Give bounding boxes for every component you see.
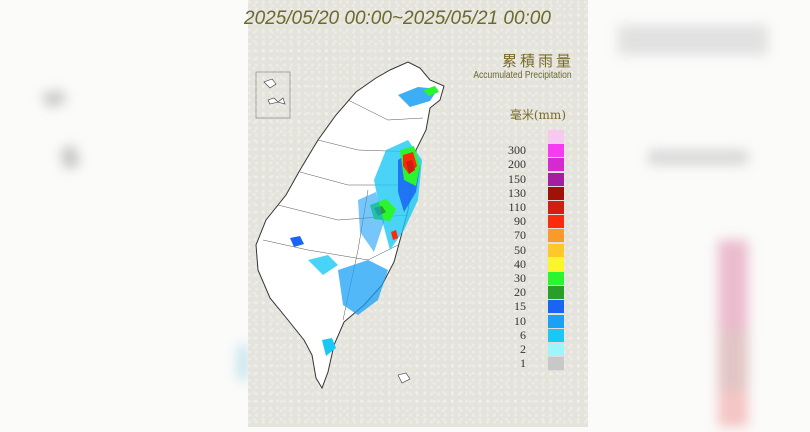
legend-swatch <box>548 300 564 315</box>
legend-swatch <box>548 172 564 187</box>
legend-swatch <box>548 215 564 230</box>
legend-swatch <box>548 272 564 286</box>
legend-swatch <box>548 257 564 272</box>
legend-label: 1 <box>520 356 526 371</box>
legend-swatch <box>548 201 564 215</box>
legend-swatch <box>548 328 564 343</box>
legend-swatch <box>548 286 564 301</box>
blurred-background-left <box>0 0 248 427</box>
legend-label: 6 <box>520 327 526 342</box>
legend-swatch <box>548 229 564 244</box>
legend-label: 15 <box>514 299 526 314</box>
legend-label: 50 <box>514 242 526 257</box>
legend-label: 20 <box>514 285 526 300</box>
legend-label: 200 <box>508 157 526 172</box>
legend-swatch <box>548 357 564 372</box>
legend-swatch <box>548 158 564 173</box>
legend-label: 40 <box>514 256 526 271</box>
legend-label: 30 <box>514 271 526 285</box>
legend-swatch <box>548 314 564 329</box>
penghu-islands-inset <box>255 71 291 119</box>
legend-swatch <box>548 130 564 144</box>
legend-title-english: Accumulated Precipitation <box>473 70 572 81</box>
legend-label: 110 <box>508 200 526 214</box>
rainfall-areas <box>290 86 439 356</box>
green-island <box>397 372 411 384</box>
legend-swatch <box>548 343 564 357</box>
legend-unit: 毫米(mm) <box>509 108 566 122</box>
precipitation-map-panel: 2025/05/20 00:00~2025/05/21 00:00 累積雨量 A… <box>244 0 588 427</box>
legend-label: 90 <box>514 214 526 229</box>
legend-label: 10 <box>514 313 526 328</box>
legend-swatch <box>548 144 564 159</box>
taiwan-island <box>255 61 445 390</box>
legend-label: 300 <box>508 143 526 158</box>
legend-label: 70 <box>514 228 526 243</box>
legend-title-chinese: 累積雨量 <box>501 52 574 70</box>
legend-swatch <box>548 243 564 258</box>
blurred-background-right <box>588 0 810 427</box>
legend-label: 130 <box>508 185 526 200</box>
legend-label: 2 <box>520 342 526 356</box>
legend-swatch <box>548 186 564 201</box>
time-range-title: 2025/05/20 00:00~2025/05/21 00:00 <box>244 8 551 29</box>
legend-label: 150 <box>508 171 526 186</box>
taiwan-map <box>255 61 445 390</box>
